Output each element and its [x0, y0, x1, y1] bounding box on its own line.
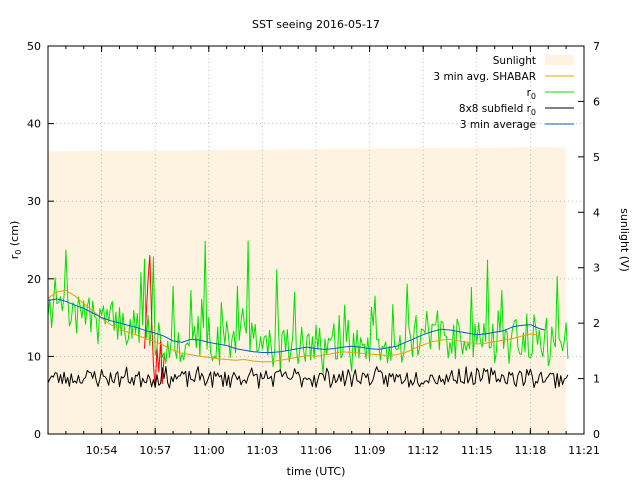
chart-title: SST seeing 2016-05-17 [252, 18, 380, 31]
y-axis-right-title: sunlight (V) [618, 208, 631, 272]
sunlight-area-fill [48, 147, 567, 434]
y-right-tick-label: 4 [593, 206, 600, 219]
y-left-tick-label: 50 [27, 40, 41, 53]
x-tick-label: 10:54 [86, 444, 118, 457]
legend-swatch [545, 55, 574, 65]
x-tick-label: 11:15 [461, 444, 493, 457]
x-tick-label: 10:57 [139, 444, 171, 457]
x-tick-label: 11:00 [193, 444, 225, 457]
x-tick-label: 11:03 [247, 444, 279, 457]
legend-label: r0 [527, 87, 536, 101]
x-axis: 10:54 10:57 11:00 11:03 11:06 11:09 11:12 11:15… [47, 46, 600, 457]
y-right-tick-label: 0 [593, 428, 600, 441]
y-right-tick-label: 6 [593, 95, 600, 108]
series-line-3-min-average [47, 298, 545, 353]
y-right-tick-label: 7 [593, 40, 600, 53]
series-line-3-min-avg-shabar [47, 289, 540, 363]
legend-label-text: Sunlight [493, 55, 536, 67]
y-right-tick-label: 5 [593, 151, 600, 164]
y-right-tick-label: 1 [593, 373, 600, 386]
y-left-tick-label: 10 [27, 350, 41, 363]
legend-label-text: 3 min average [460, 119, 536, 131]
legend-label-subscript: 0 [531, 108, 536, 117]
y-left-tick-label: 20 [27, 273, 41, 286]
legend-label: 3 min average [460, 119, 536, 131]
legend-label-subscript: 0 [531, 92, 536, 101]
legend-label-text: r [527, 87, 532, 99]
sunlight-area [48, 147, 567, 434]
y-right-tick-label: 3 [593, 262, 600, 275]
y-axis-left-title: r0 (cm) [8, 221, 23, 259]
x-tick-label: 11:21 [568, 444, 600, 457]
x-tick-label: 11:09 [354, 444, 386, 457]
x-tick-label: 11:12 [407, 444, 439, 457]
legend-label: Sunlight [493, 55, 536, 67]
series-line-8x8-subfield-r0 [47, 366, 569, 389]
y-left-tick-label: 40 [27, 118, 41, 131]
legend-label-text: 3 min avg. SHABAR [433, 71, 536, 83]
y-right-tick-label: 2 [593, 317, 600, 330]
x-tick-label: 11:18 [515, 444, 547, 457]
y-axis-right: 0 1 2 3 4 5 6 7 [578, 40, 600, 441]
x-axis-title: time (UTC) [287, 465, 346, 478]
legend-label: 8x8 subfield r0 [459, 103, 536, 117]
y-axis-left: 0 10 20 30 40 50 [27, 40, 54, 441]
series-lines [47, 240, 569, 389]
legend-label: 3 min avg. SHABAR [433, 71, 536, 83]
legend-label-text: 8x8 subfield r [459, 103, 532, 115]
y-axis-left-title-main: r [8, 254, 21, 259]
y-axis-left-title-unit: (cm) [8, 221, 21, 250]
y-axis-left-title-sub: 0 [14, 250, 23, 255]
x-tick-label: 11:06 [300, 444, 332, 457]
y-left-tick-label: 30 [27, 195, 41, 208]
y-left-tick-label: 0 [34, 428, 41, 441]
